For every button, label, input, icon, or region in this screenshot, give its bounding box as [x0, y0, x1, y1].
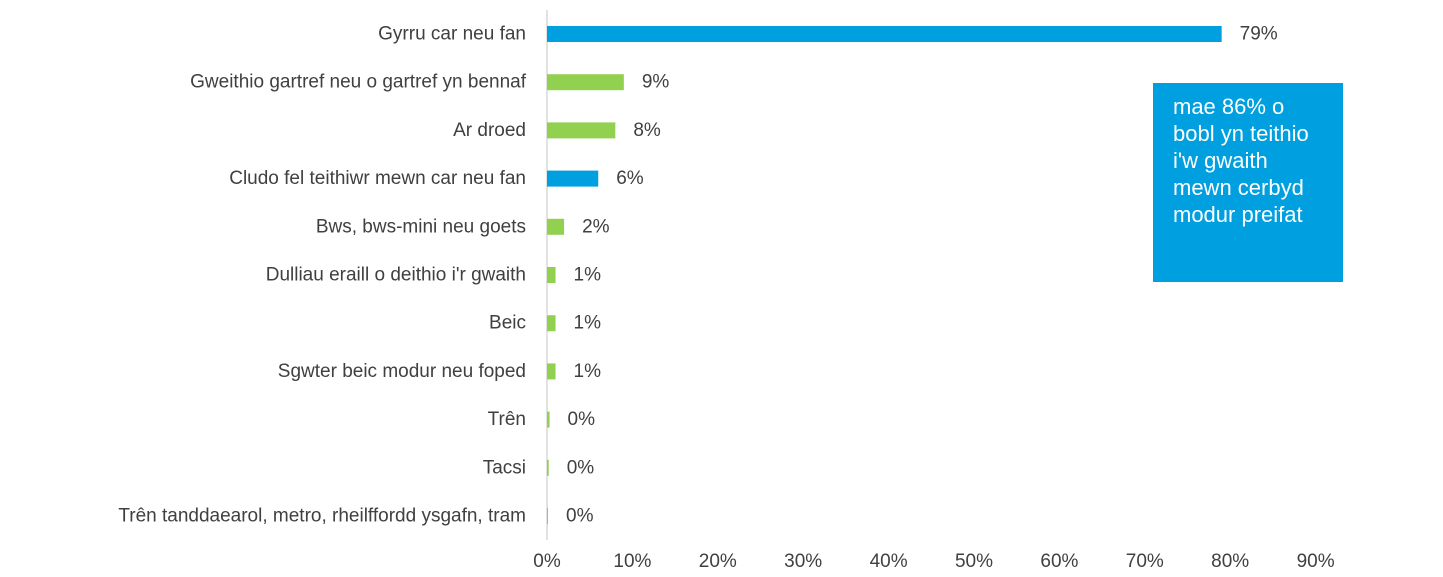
x-tick-label-90: 90% [1297, 551, 1335, 572]
category-label-ar-droed: Ar droed [453, 120, 526, 141]
bar-tr-n [547, 411, 550, 428]
bar-ar-droed [547, 122, 616, 139]
category-label-sgwter-beic-modur-neu-foped: Sgwter beic modur neu foped [278, 361, 526, 382]
data-label-bws-bws-mini-neu-goets: 2% [582, 216, 610, 237]
x-tick-label-50: 50% [955, 551, 993, 572]
bar-gweithio-gartref-neu-o-gartref-yn-bennaf [547, 74, 624, 91]
category-label-tr-n-tanddaearol-metro-rheilffordd-ysgafn-tram: Trên tanddaearol, metro, rheilffordd ysg… [118, 506, 526, 527]
bar-tr-n-tanddaearol-metro-rheilffordd-ysgafn-tram [547, 508, 548, 524]
x-tick-label-30: 30% [784, 551, 822, 572]
category-label-cludo-fel-teithiwr-mewn-car-neu-fan: Cludo fel teithiwr mewn car neu fan [229, 168, 526, 189]
data-label-gyrru-car-neu-fan: 79% [1240, 24, 1278, 45]
x-tick-label-80: 80% [1211, 551, 1249, 572]
category-label-beic: Beic [489, 313, 526, 334]
x-tick-label-70: 70% [1126, 551, 1164, 572]
bar-dulliau-eraill-o-deithio-i-r-gwaith [547, 267, 556, 283]
bar-tacsi [547, 459, 549, 476]
category-label-tacsi: Tacsi [483, 457, 526, 478]
data-label-sgwter-beic-modur-neu-foped: 1% [574, 361, 602, 382]
x-tick-label-60: 60% [1040, 551, 1078, 572]
data-label-beic: 1% [574, 313, 602, 334]
category-labels-group: Gyrru car neu fan Gweithio gartref neu o … [118, 24, 526, 527]
summary-callout-box: mae 86% o bobl yn teithio i'w gwaith mew… [1153, 83, 1343, 282]
data-label-tr-n-tanddaearol-metro-rheilffordd-ysgafn-tram: 0% [566, 506, 594, 527]
bar-beic [547, 315, 556, 332]
callout-text: mae 86% o bobl yn teithio i'w gwaith mew… [1173, 94, 1309, 227]
bar-sgwter-beic-modur-neu-foped [547, 363, 556, 380]
category-label-tr-n: Trên [488, 409, 526, 430]
data-label-tacsi: 0% [567, 457, 595, 478]
category-label-gweithio-gartref-neu-o-gartref-yn-bennaf: Gweithio gartref neu o gartref yn bennaf [190, 72, 527, 93]
data-labels-group: 79% 9% 8% 6% 2% 1% 1% 1% 0% 0% 0% [566, 24, 1278, 527]
x-tick-label-40: 40% [870, 551, 908, 572]
data-label-tr-n: 0% [568, 409, 596, 430]
x-tick-label-10: 10% [613, 551, 651, 572]
category-label-bws-bws-mini-neu-goets: Bws, bws-mini neu goets [316, 216, 526, 237]
bars-group [547, 26, 1222, 524]
x-tick-label-0: 0% [533, 551, 561, 572]
data-label-dulliau-eraill-o-deithio-i-r-gwaith: 1% [574, 265, 602, 286]
x-tick-label-20: 20% [699, 551, 737, 572]
bar-bws-bws-mini-neu-goets [547, 218, 565, 235]
data-label-ar-droed: 8% [633, 120, 661, 141]
x-tick-labels-group: 0% 10% 20% 30% 40% 50% 60% 70% 80% 90% [533, 551, 1334, 572]
data-label-gweithio-gartref-neu-o-gartref-yn-bennaf: 9% [642, 72, 670, 93]
category-label-dulliau-eraill-o-deithio-i-r-gwaith: Dulliau eraill o deithio i'r gwaith [266, 265, 526, 286]
bar-gyrru-car-neu-fan [547, 26, 1222, 42]
category-label-gyrru-car-neu-fan: Gyrru car neu fan [378, 24, 526, 45]
data-label-cludo-fel-teithiwr-mewn-car-neu-fan: 6% [616, 168, 644, 189]
bar-cludo-fel-teithiwr-mewn-car-neu-fan [547, 170, 599, 187]
